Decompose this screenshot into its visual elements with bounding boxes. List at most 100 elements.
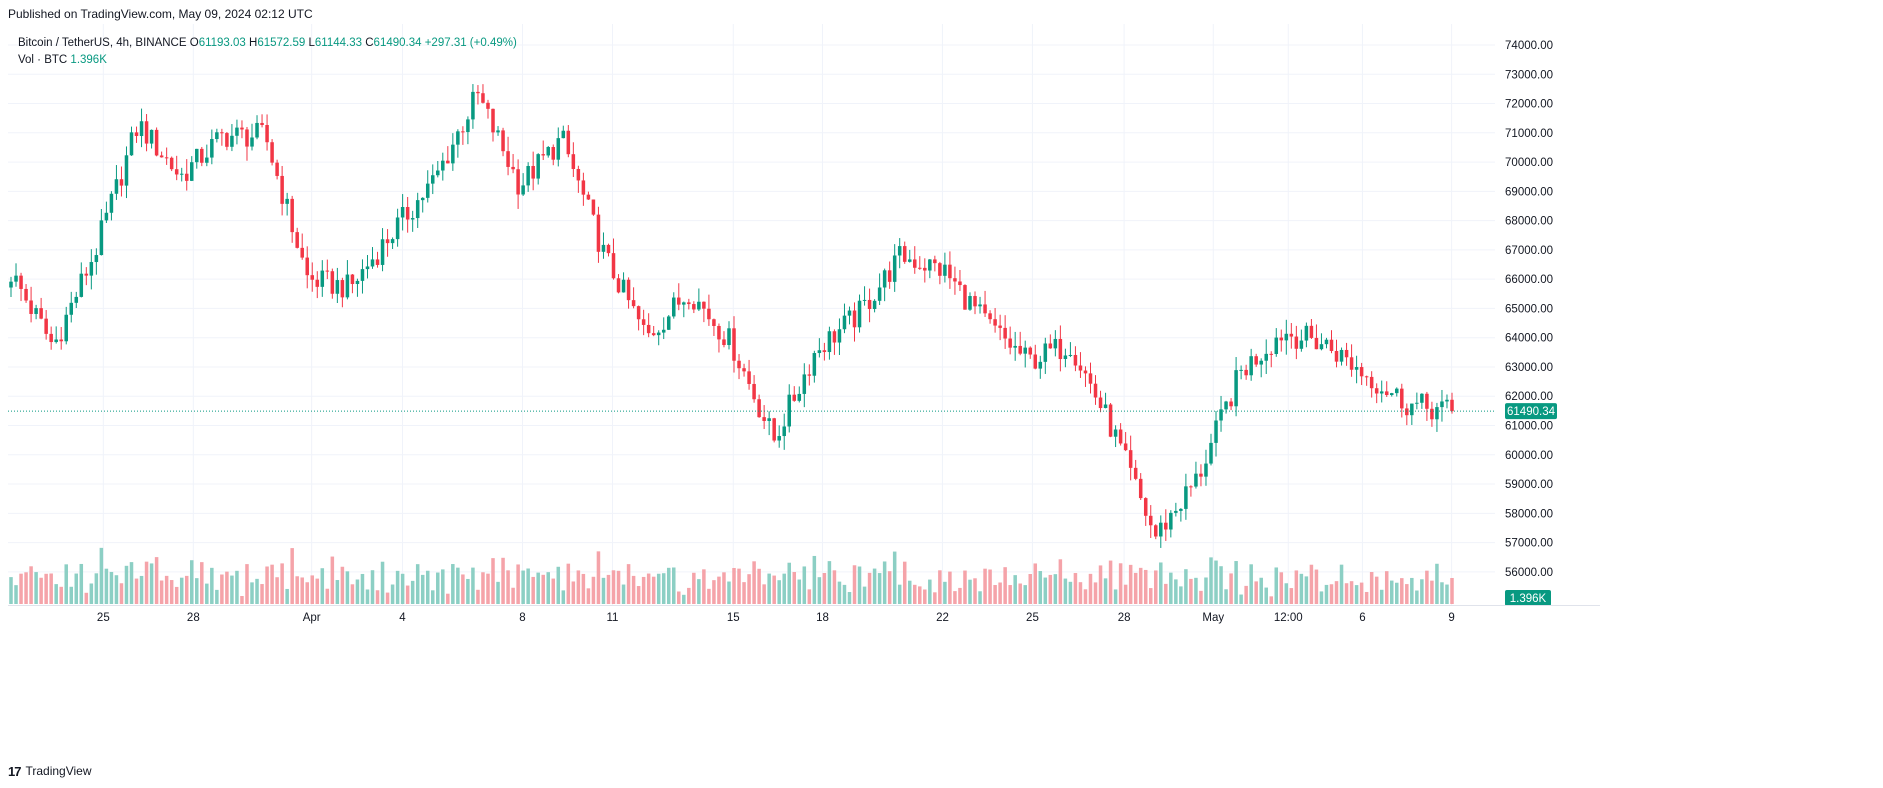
- candle-body: [556, 138, 561, 160]
- volume-bar: [641, 576, 646, 604]
- candle-body: [330, 271, 335, 294]
- volume-bar: [918, 586, 922, 604]
- candle-body: [159, 155, 164, 158]
- candle-body: [1410, 403, 1414, 416]
- candle-body: [1420, 393, 1424, 403]
- volume-bar: [1174, 579, 1178, 604]
- volume-bar: [300, 577, 304, 604]
- candle-body: [39, 308, 43, 319]
- volume-bar: [390, 584, 395, 604]
- volume-bar: [1219, 566, 1223, 604]
- volume-bar: [501, 557, 505, 604]
- volume-bar: [240, 596, 244, 604]
- volume-bar: [682, 594, 686, 604]
- volume-bar: [1264, 587, 1268, 604]
- candle-body: [631, 300, 636, 307]
- candle-body: [1289, 333, 1294, 337]
- volume-bar: [1450, 577, 1454, 604]
- candle-body: [827, 331, 832, 353]
- volume-bar: [164, 575, 169, 604]
- candle-body: [586, 194, 591, 200]
- volume-bar: [757, 568, 761, 604]
- candle-body: [1374, 388, 1379, 394]
- volume-bar: [491, 558, 495, 604]
- candle-body: [84, 273, 89, 276]
- candle-body: [215, 132, 219, 140]
- volume-bar: [531, 576, 535, 604]
- volume-bar: [978, 591, 982, 604]
- candle-body: [621, 279, 626, 293]
- volume-bar: [1083, 589, 1088, 604]
- candle-body: [677, 297, 681, 305]
- y-tick-label: 72000.00: [1505, 99, 1553, 111]
- y-tick-label: 62000.00: [1505, 391, 1553, 403]
- candle-body: [1389, 393, 1394, 396]
- volume-bar: [1078, 582, 1083, 604]
- candle-body: [456, 131, 460, 145]
- candle-body: [149, 129, 154, 144]
- candle-body: [410, 218, 415, 220]
- candle-body: [1364, 376, 1369, 378]
- candle-body: [476, 91, 480, 94]
- candle-body: [1324, 339, 1329, 345]
- candle-body: [687, 302, 691, 305]
- candle-body: [757, 399, 761, 418]
- candle-body: [867, 299, 872, 309]
- tradingview-footer[interactable]: 17 TradingView: [8, 763, 92, 779]
- candle-body: [174, 169, 179, 175]
- candle-body: [124, 155, 129, 186]
- volume-bar: [546, 572, 550, 604]
- volume-bar: [1344, 583, 1349, 604]
- candle-body: [978, 304, 982, 307]
- candle-body: [370, 259, 375, 267]
- volume-bar: [666, 567, 671, 604]
- volume-bar: [350, 584, 355, 604]
- candle-body: [666, 316, 671, 330]
- volume-bar: [611, 570, 616, 604]
- candle-body: [968, 296, 972, 310]
- volume-bar: [656, 573, 661, 604]
- candle-body: [576, 168, 581, 181]
- candle-body: [184, 173, 189, 181]
- candle-body: [64, 314, 68, 342]
- candle-body: [907, 259, 912, 262]
- volume-bar: [1143, 569, 1148, 604]
- volume-bar: [998, 582, 1002, 604]
- volume-bar: [420, 574, 425, 604]
- volume-bar: [636, 586, 641, 604]
- volume-bar: [129, 562, 134, 604]
- legend-ohlc-row: Bitcoin / TetherUS, 4h, BINANCE O61193.0…: [18, 35, 517, 52]
- volume-bar: [436, 572, 440, 604]
- volume-bar: [295, 576, 299, 604]
- candle-body: [99, 220, 104, 256]
- candle-body: [998, 325, 1002, 328]
- candle-body: [882, 270, 887, 288]
- volume-bar: [1148, 588, 1153, 604]
- volume-bar: [144, 561, 149, 604]
- volume-bar: [84, 592, 89, 604]
- candle-body: [59, 339, 63, 342]
- candle-body: [1334, 350, 1339, 362]
- volume-bar: [174, 586, 179, 604]
- volume-bar: [1189, 578, 1193, 604]
- legend-open-value: 61193.03: [198, 37, 246, 49]
- candle-body: [375, 259, 380, 265]
- volume-bar: [119, 583, 124, 604]
- candle-body: [19, 275, 23, 289]
- volume-bar: [496, 581, 500, 604]
- volume-bar: [1073, 573, 1078, 604]
- candle-body: [270, 142, 274, 163]
- candle-body: [14, 275, 18, 282]
- volume-bar: [1058, 559, 1063, 604]
- candle-body: [310, 275, 315, 280]
- volume-bar: [958, 587, 962, 604]
- volume-bar: [1234, 561, 1238, 604]
- last-price-badge: [1505, 403, 1557, 420]
- volume-bar: [1384, 571, 1389, 604]
- candle-body: [1103, 404, 1108, 409]
- volume-bar: [1364, 591, 1369, 604]
- candle-body: [79, 273, 84, 297]
- x-tick-label: 22: [936, 612, 949, 624]
- volume-bar: [19, 573, 23, 604]
